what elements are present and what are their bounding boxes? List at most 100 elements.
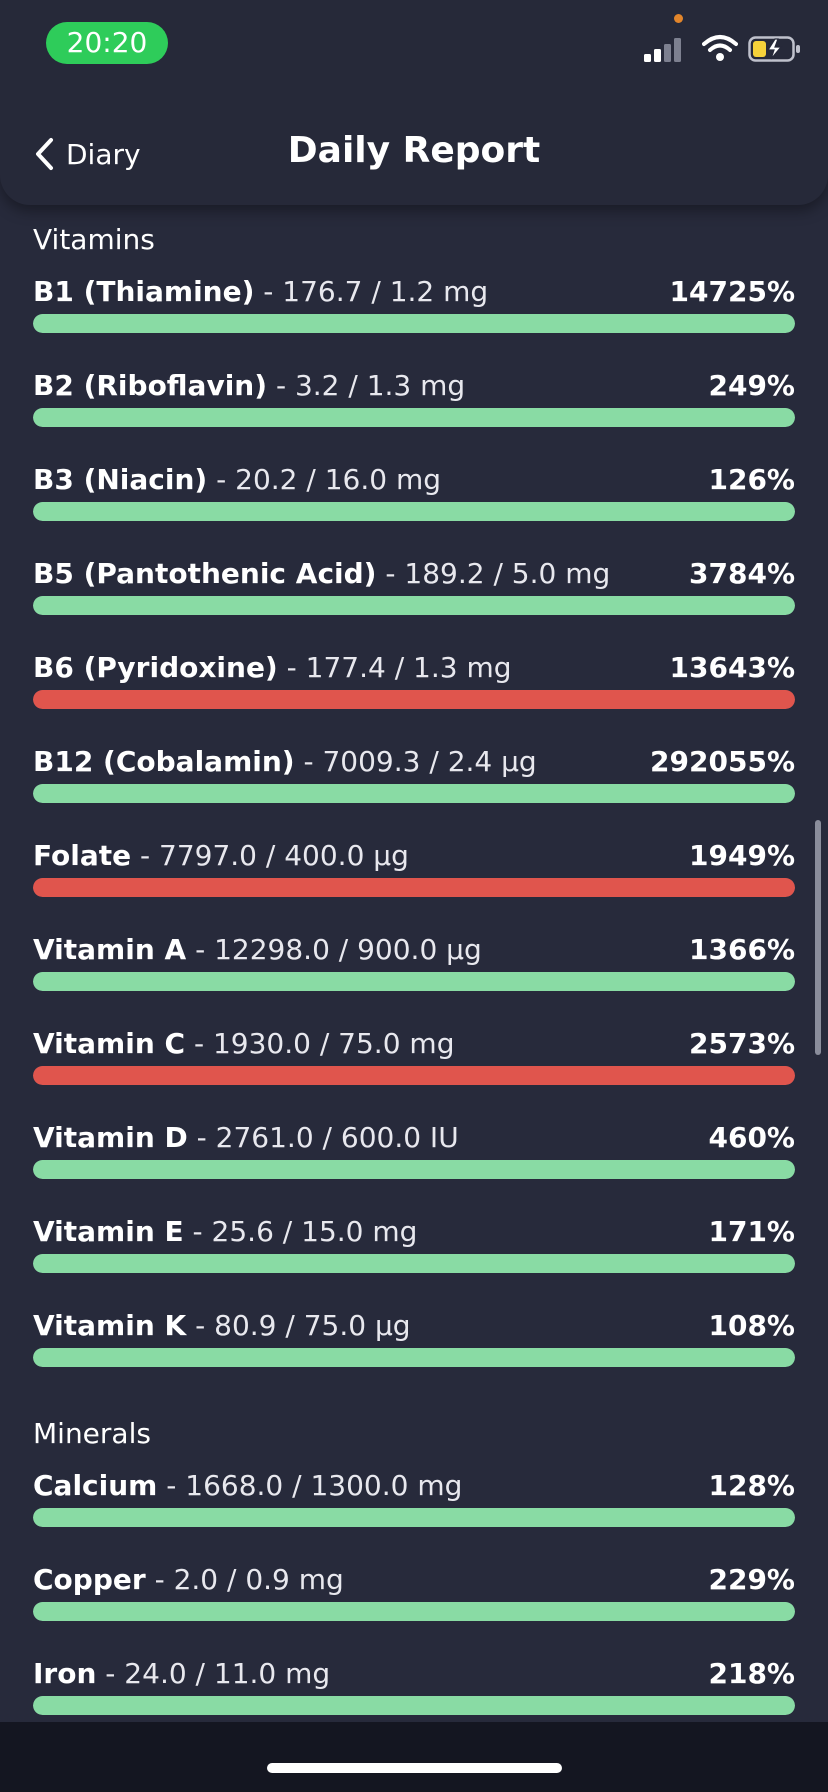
nutrient-percent: 2573%	[689, 1027, 795, 1060]
nutrient-percent: 1366%	[689, 933, 795, 966]
nutrient-name: B3 (Niacin)	[33, 463, 208, 496]
progress-bar-fill	[33, 878, 795, 897]
nutrient-amount: - 20.2 / 16.0 mg	[207, 463, 442, 496]
nutrient-row: B1 (Thiamine) - 176.7 / 1.2 mg 14725%	[33, 275, 795, 353]
nutrient-amount: - 1668.0 / 1300.0 mg	[157, 1469, 463, 1502]
nutrient-percent: 14725%	[669, 275, 795, 308]
progress-bar-fill	[33, 1160, 795, 1179]
progress-bar	[33, 784, 795, 803]
status-icons	[624, 14, 800, 64]
battery-charging-icon	[748, 36, 800, 62]
progress-bar	[33, 1508, 795, 1527]
nutrient-row: B3 (Niacin) - 20.2 / 16.0 mg 126%	[33, 463, 795, 541]
nutrient-amount: - 7009.3 / 2.4 µg	[294, 745, 537, 778]
nutrient-row: Vitamin A - 12298.0 / 900.0 µg 1366%	[33, 933, 795, 1011]
nutrient-percent: 1949%	[689, 839, 795, 872]
nutrient-amount: - 177.4 / 1.3 mg	[277, 651, 512, 684]
nutrient-name: Calcium	[33, 1469, 158, 1502]
nutrient-name: Folate	[33, 839, 132, 872]
app-header: 20:20 Diary Daily Report	[0, 0, 828, 205]
nutrient-percent: 171%	[708, 1215, 795, 1248]
nutrient-label: Iron - 24.0 / 11.0 mg	[33, 1657, 330, 1690]
nutrient-percent: 229%	[708, 1563, 795, 1596]
nutrient-percent: 218%	[708, 1657, 795, 1690]
progress-bar	[33, 314, 795, 333]
nutrient-name: Vitamin E	[33, 1215, 184, 1248]
progress-bar	[33, 502, 795, 521]
nutrient-row: Copper - 2.0 / 0.9 mg 229%	[33, 1563, 795, 1641]
nutrient-name: B6 (Pyridoxine)	[33, 651, 278, 684]
progress-bar	[33, 1254, 795, 1273]
nutrient-amount: - 3.2 / 1.3 mg	[267, 369, 466, 402]
section-title-vitamins: Vitamins	[33, 223, 155, 256]
nutrient-amount: - 189.2 / 5.0 mg	[376, 557, 611, 590]
nutrient-row: Vitamin E - 25.6 / 15.0 mg 171%	[33, 1215, 795, 1293]
progress-bar	[33, 1602, 795, 1621]
nutrient-label: Calcium - 1668.0 / 1300.0 mg	[33, 1469, 462, 1502]
nutrient-label: Vitamin D - 2761.0 / 600.0 IU	[33, 1121, 459, 1154]
progress-bar	[33, 690, 795, 709]
scrollbar[interactable]	[815, 820, 821, 1055]
nutrient-amount: - 12298.0 / 900.0 µg	[186, 933, 482, 966]
nutrient-amount: - 7797.0 / 400.0 µg	[131, 839, 409, 872]
page-title: Daily Report	[287, 130, 541, 171]
nutrient-row: Iron - 24.0 / 11.0 mg 218%	[33, 1657, 795, 1735]
progress-bar-fill	[33, 1696, 795, 1715]
nutrient-percent: 108%	[708, 1309, 795, 1342]
nutrient-name: B1 (Thiamine)	[33, 275, 255, 308]
progress-bar-fill	[33, 1508, 795, 1527]
nutrient-percent: 460%	[708, 1121, 795, 1154]
progress-bar-fill	[33, 1348, 795, 1367]
privacy-dot-icon	[674, 14, 683, 23]
signal-icon	[644, 38, 681, 62]
nutrient-percent: 13643%	[669, 651, 795, 684]
back-label: Diary	[66, 137, 141, 171]
nutrient-name: Vitamin C	[33, 1027, 186, 1060]
progress-bar	[33, 1696, 795, 1715]
nutrient-name: Vitamin A	[33, 933, 187, 966]
nutrient-row: Vitamin D - 2761.0 / 600.0 IU 460%	[33, 1121, 795, 1199]
nutrient-percent: 3784%	[689, 557, 795, 590]
progress-bar-fill	[33, 784, 795, 803]
nutrient-label: Vitamin C - 1930.0 / 75.0 mg	[33, 1027, 454, 1060]
nutrient-label: Copper - 2.0 / 0.9 mg	[33, 1563, 344, 1596]
wifi-icon	[702, 35, 738, 61]
progress-bar-fill	[33, 972, 795, 991]
nutrient-row: B6 (Pyridoxine) - 177.4 / 1.3 mg 13643%	[33, 651, 795, 729]
progress-bar	[33, 1160, 795, 1179]
progress-bar	[33, 878, 795, 897]
nutrient-label: B2 (Riboflavin) - 3.2 / 1.3 mg	[33, 369, 465, 402]
nutrient-amount: - 25.6 / 15.0 mg	[183, 1215, 418, 1248]
nutrient-amount: - 2.0 / 0.9 mg	[145, 1563, 344, 1596]
nutrient-amount: - 24.0 / 11.0 mg	[96, 1657, 331, 1690]
nutrient-label: Vitamin E - 25.6 / 15.0 mg	[33, 1215, 417, 1248]
home-indicator[interactable]	[267, 1763, 562, 1773]
nutrient-row: B12 (Cobalamin) - 7009.3 / 2.4 µg 292055%	[33, 745, 795, 823]
nutrient-row: Vitamin C - 1930.0 / 75.0 mg 2573%	[33, 1027, 795, 1105]
nutrient-row: B5 (Pantothenic Acid) - 189.2 / 5.0 mg 37…	[33, 557, 795, 635]
section-title-minerals: Minerals	[33, 1417, 151, 1450]
nutrient-row: Folate - 7797.0 / 400.0 µg 1949%	[33, 839, 795, 917]
nutrient-amount: - 1930.0 / 75.0 mg	[185, 1027, 455, 1060]
nutrient-label: B12 (Cobalamin) - 7009.3 / 2.4 µg	[33, 745, 537, 778]
nutrient-label: B5 (Pantothenic Acid) - 189.2 / 5.0 mg	[33, 557, 610, 590]
nutrient-name: Vitamin D	[33, 1121, 188, 1154]
progress-bar	[33, 596, 795, 615]
nutrient-amount: - 2761.0 / 600.0 IU	[187, 1121, 459, 1154]
back-button[interactable]: Diary	[32, 132, 141, 176]
nutrient-row: Calcium - 1668.0 / 1300.0 mg 128%	[33, 1469, 795, 1547]
nutrient-row: Vitamin K - 80.9 / 75.0 µg 108%	[33, 1309, 795, 1387]
progress-bar	[33, 1066, 795, 1085]
nutrient-name: B5 (Pantothenic Acid)	[33, 557, 377, 590]
nutrient-label: Vitamin A - 12298.0 / 900.0 µg	[33, 933, 482, 966]
nutrient-label: B6 (Pyridoxine) - 177.4 / 1.3 mg	[33, 651, 512, 684]
progress-bar	[33, 408, 795, 427]
nutrient-percent: 249%	[708, 369, 795, 402]
nutrient-row: B2 (Riboflavin) - 3.2 / 1.3 mg 249%	[33, 369, 795, 447]
nutrient-name: Iron	[33, 1657, 97, 1690]
progress-bar-fill	[33, 596, 795, 615]
nutrient-label: B3 (Niacin) - 20.2 / 16.0 mg	[33, 463, 441, 496]
nutrient-label: Folate - 7797.0 / 400.0 µg	[33, 839, 409, 872]
progress-bar-fill	[33, 1602, 795, 1621]
progress-bar-fill	[33, 1066, 795, 1085]
